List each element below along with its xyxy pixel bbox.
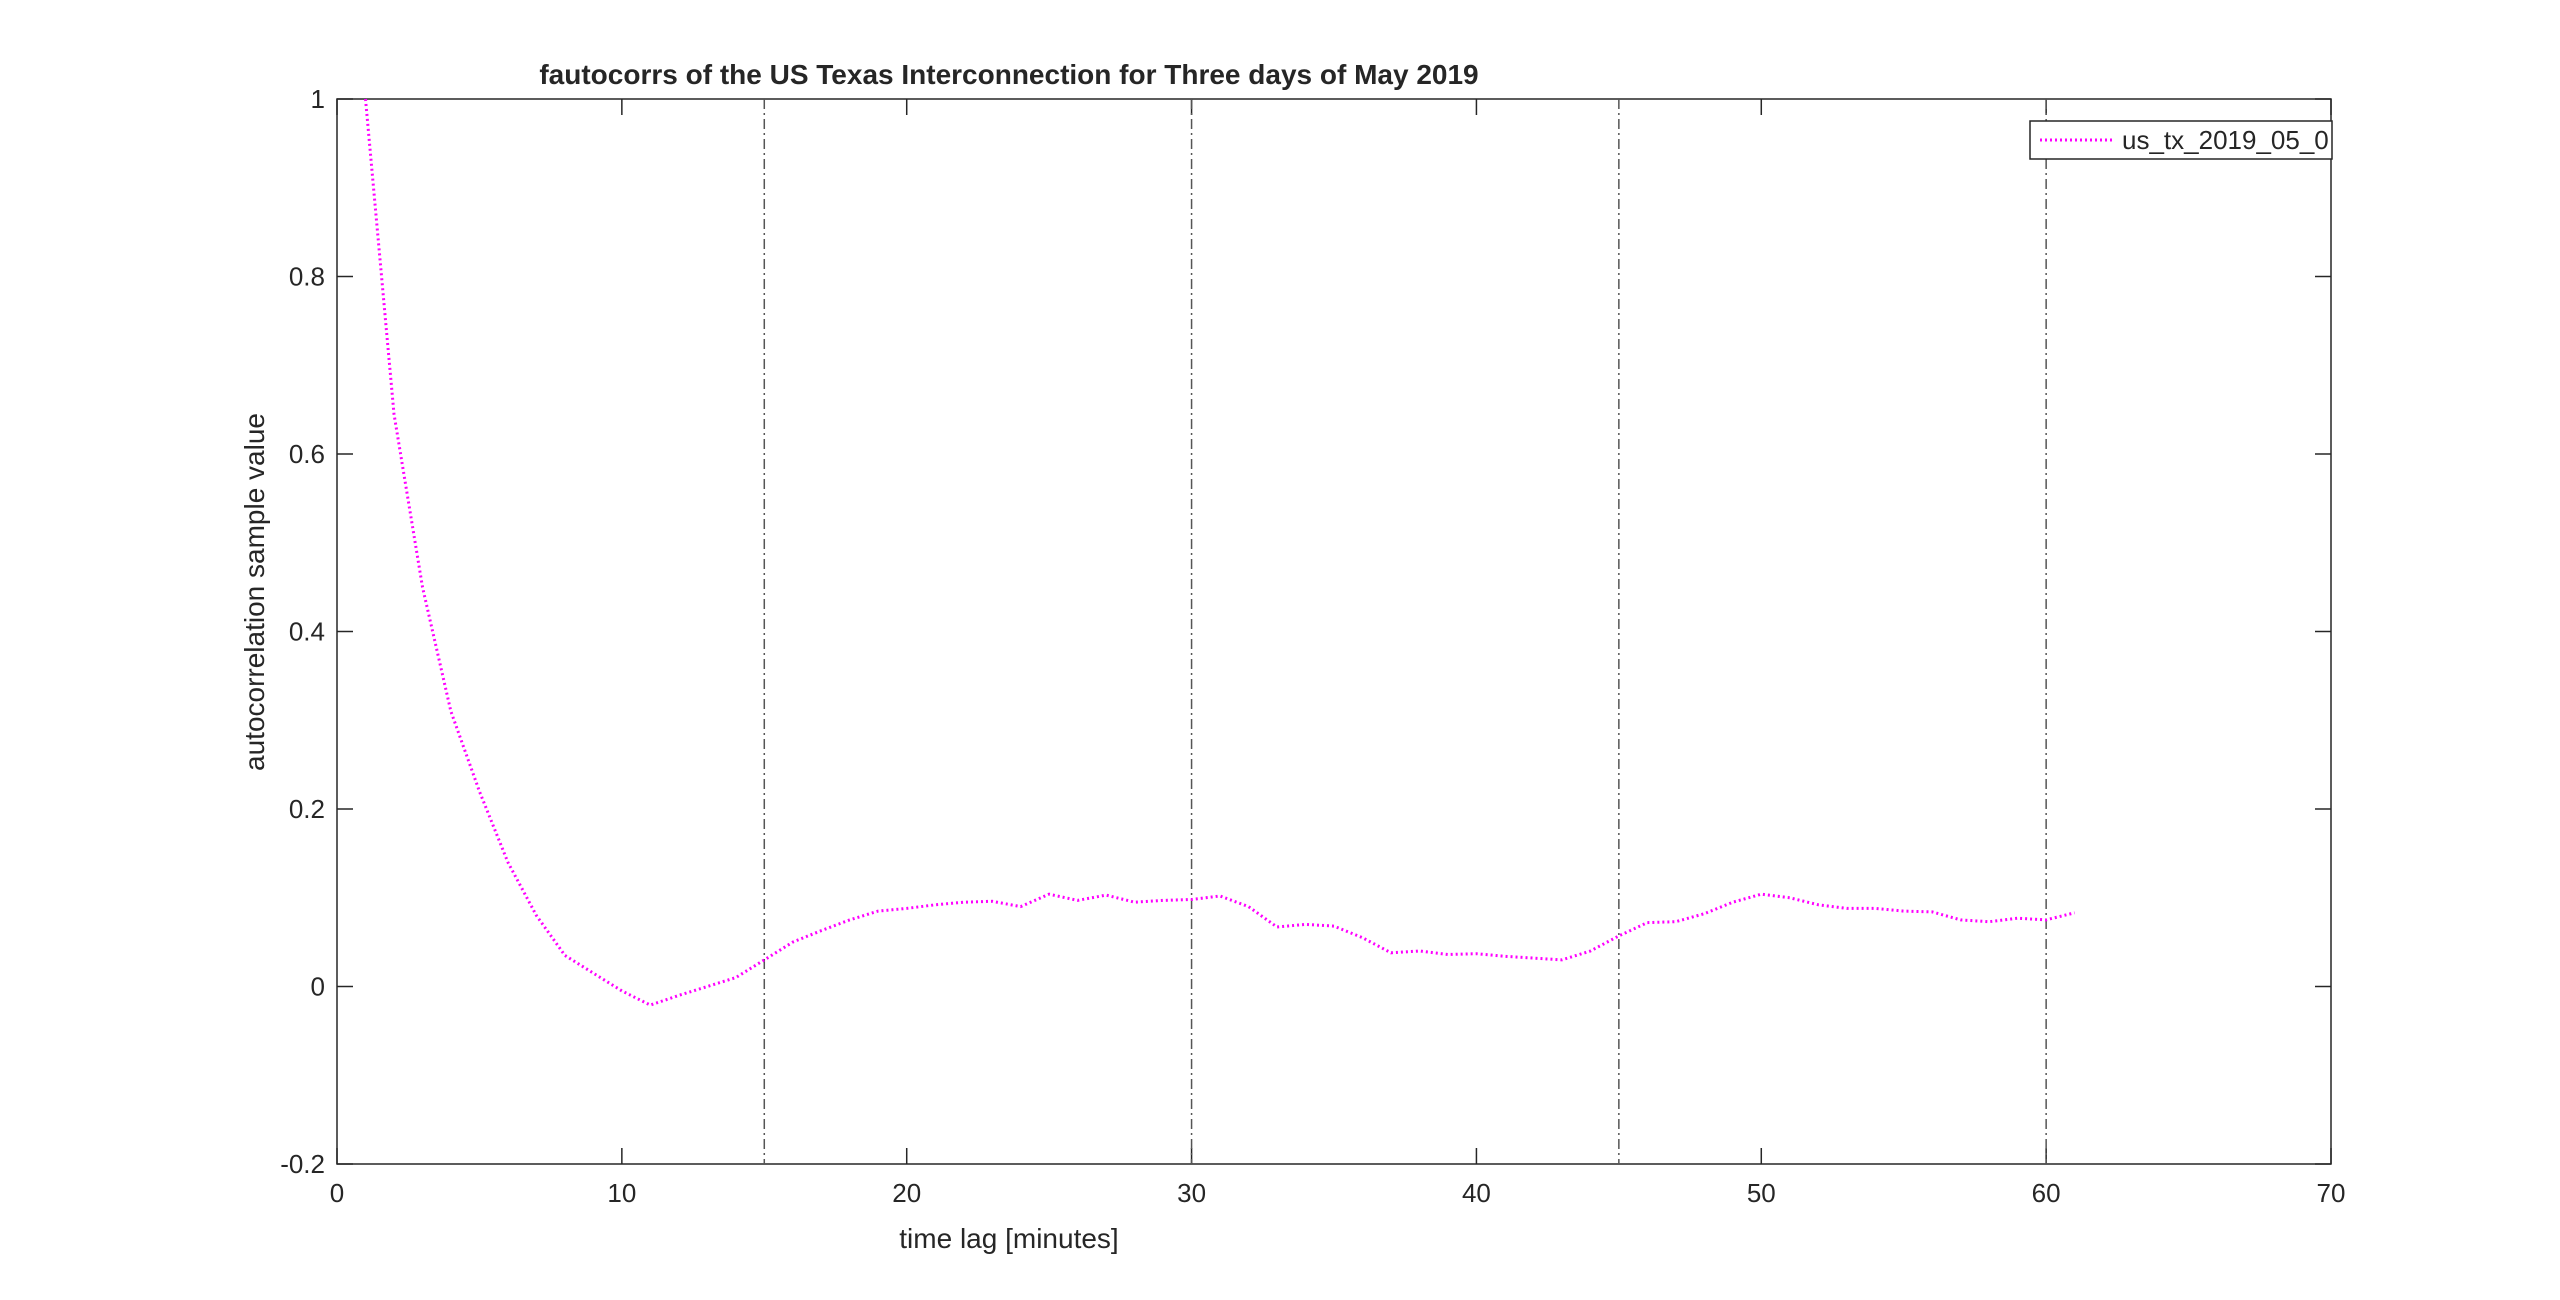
- y-tick-label: 1: [311, 84, 325, 114]
- y-tick-label: 0.2: [289, 794, 325, 824]
- plot-area: 0 10 20 30 40 50 60 70-0.200.20.40.60.81: [280, 84, 2345, 1208]
- x-tick-label: 20: [892, 1178, 921, 1208]
- y-axis-label: autocorrelation sample value: [239, 413, 270, 771]
- x-tick-label: 70: [2317, 1178, 2346, 1208]
- y-tick-label: 0.6: [289, 439, 325, 469]
- legend-entry-label: us_tx_2019_05_0: [2122, 125, 2329, 155]
- x-tick-label: 40: [1462, 1178, 1491, 1208]
- x-tick-label: 60: [2032, 1178, 2061, 1208]
- y-tick-label: 0.4: [289, 617, 325, 647]
- x-tick-label: 0: [330, 1178, 344, 1208]
- x-tick-label: 50: [1747, 1178, 1776, 1208]
- legend: us_tx_2019_05_0: [2029, 120, 2333, 160]
- x-tick-label: 30: [1177, 1178, 1206, 1208]
- y-tick-label: -0.2: [280, 1149, 325, 1179]
- chart-title: fautocorrs of the US Texas Interconnecti…: [539, 59, 1478, 90]
- x-axis-label: time lag [minutes]: [899, 1223, 1118, 1254]
- x-tick-label: 10: [607, 1178, 636, 1208]
- y-tick-label: 0: [311, 972, 325, 1002]
- y-tick-label: 0.8: [289, 262, 325, 292]
